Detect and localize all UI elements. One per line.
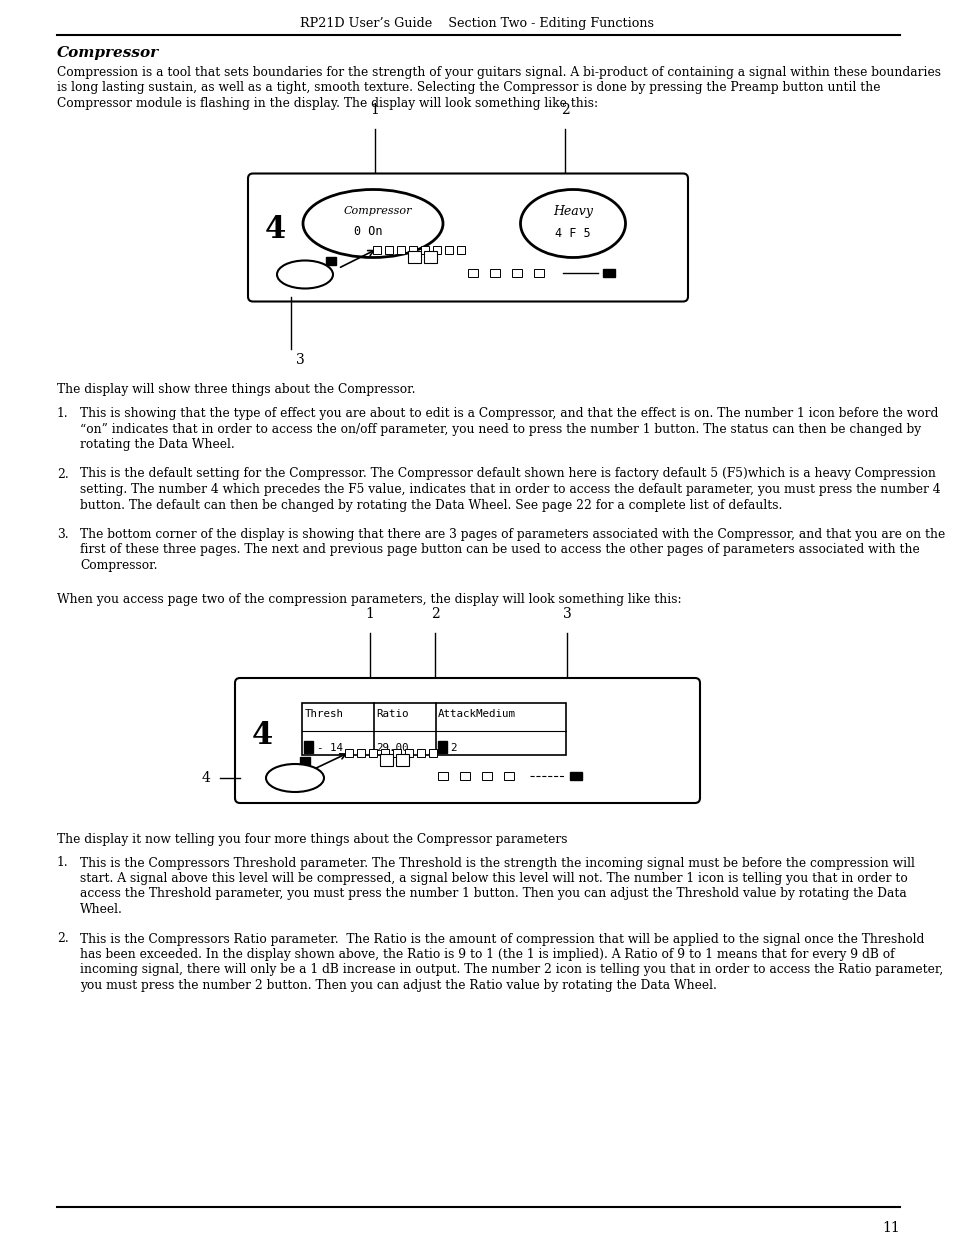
- Bar: [468, 268, 477, 277]
- Text: Compressor: Compressor: [343, 206, 412, 216]
- Text: 1: 1: [365, 606, 374, 621]
- Bar: [304, 741, 313, 753]
- Text: The bottom corner of the display is showing that there are 3 pages of parameters: The bottom corner of the display is show…: [80, 529, 944, 541]
- FancyBboxPatch shape: [234, 678, 700, 803]
- Text: access the Threshold parameter, you must press the number 1 button. Then you can: access the Threshold parameter, you must…: [80, 888, 905, 900]
- Ellipse shape: [303, 189, 442, 258]
- Bar: [326, 257, 335, 264]
- Text: you must press the number 2 button. Then you can adjust the Ratio value by rotat: you must press the number 2 button. Then…: [80, 979, 716, 992]
- Text: 0 - 14: 0 - 14: [304, 743, 343, 753]
- Text: 4: 4: [264, 214, 285, 245]
- Text: Heavy: Heavy: [553, 205, 593, 219]
- Text: 8: 8: [411, 252, 416, 262]
- Text: Compressor.: Compressor.: [80, 559, 157, 572]
- Text: The display will show three things about the Compressor.: The display will show three things about…: [57, 384, 416, 396]
- Text: 11: 11: [882, 1221, 899, 1235]
- Text: 4: 4: [251, 720, 273, 751]
- Text: 2.: 2.: [57, 468, 69, 480]
- Text: setting. The number 4 which precedes the F5 value, indicates that in order to ac: setting. The number 4 which precedes the…: [80, 483, 940, 496]
- Text: This is the default setting for the Compressor. The Compressor default shown her: This is the default setting for the Comp…: [80, 468, 935, 480]
- Text: button. The default can then be changed by rotating the Data Wheel. See page 22 : button. The default can then be changed …: [80, 499, 781, 511]
- Text: 29.00: 29.00: [375, 743, 408, 753]
- Text: Ratio: Ratio: [375, 709, 408, 719]
- Bar: [385, 246, 393, 253]
- Text: 3 2: 3 2: [437, 743, 457, 753]
- Bar: [420, 246, 429, 253]
- Ellipse shape: [520, 189, 625, 258]
- Text: rotating the Data Wheel.: rotating the Data Wheel.: [80, 438, 234, 451]
- Bar: [437, 772, 448, 781]
- Text: AttackMedium: AttackMedium: [437, 709, 516, 719]
- Bar: [429, 748, 436, 757]
- Text: Thresh: Thresh: [305, 709, 344, 719]
- Text: 4 F 5: 4 F 5: [555, 227, 590, 240]
- Text: Compression is a tool that sets boundaries for the strength of your guitars sign: Compression is a tool that sets boundari…: [57, 65, 940, 79]
- Bar: [416, 748, 424, 757]
- Text: incoming signal, there will only be a 1 dB increase in output. The number 2 icon: incoming signal, there will only be a 1 …: [80, 963, 943, 977]
- Text: 3.: 3.: [57, 529, 69, 541]
- FancyBboxPatch shape: [248, 173, 687, 301]
- Bar: [409, 246, 416, 253]
- Bar: [395, 755, 409, 766]
- Bar: [512, 268, 521, 277]
- Bar: [379, 755, 393, 766]
- Bar: [534, 268, 543, 277]
- Bar: [369, 748, 376, 757]
- Bar: [503, 772, 514, 781]
- Bar: [437, 741, 447, 753]
- Bar: [459, 772, 470, 781]
- Text: 2  3: 2 3: [285, 773, 305, 783]
- Bar: [345, 748, 353, 757]
- Text: 8: 8: [427, 252, 433, 262]
- Text: 1  3: 1 3: [294, 270, 314, 279]
- Text: 2: 2: [430, 606, 439, 621]
- Ellipse shape: [276, 261, 333, 289]
- Text: first of these three pages. The next and previous page button can be used to acc: first of these three pages. The next and…: [80, 543, 919, 557]
- Text: 4: 4: [201, 771, 210, 785]
- Bar: [456, 246, 464, 253]
- Text: 0 On: 0 On: [354, 225, 382, 238]
- Text: This is the Compressors Threshold parameter. The Threshold is the strength the i: This is the Compressors Threshold parame…: [80, 857, 914, 869]
- Text: Compressor: Compressor: [57, 46, 159, 61]
- Bar: [569, 772, 581, 781]
- Text: 1.: 1.: [57, 408, 69, 420]
- Bar: [408, 251, 420, 263]
- Text: start. A signal above this level will be compressed, a signal below this level w: start. A signal above this level will be…: [80, 872, 907, 885]
- Bar: [393, 748, 400, 757]
- Text: “on” indicates that in order to access the on/off parameter, you need to press t: “on” indicates that in order to access t…: [80, 422, 921, 436]
- Ellipse shape: [266, 764, 324, 792]
- Text: 2.: 2.: [57, 932, 69, 946]
- Text: has been exceeded. In the display shown above, the Ratio is 9 to 1 (the 1 is imp: has been exceeded. In the display shown …: [80, 948, 894, 961]
- Bar: [444, 246, 453, 253]
- Text: Wheel.: Wheel.: [80, 903, 123, 916]
- Text: 3: 3: [562, 606, 571, 621]
- Text: Compressor module is flashing in the display. The display will look something li: Compressor module is flashing in the dis…: [57, 98, 598, 110]
- Text: is long lasting sustain, as well as a tight, smooth texture. Selecting the Compr: is long lasting sustain, as well as a ti…: [57, 82, 880, 95]
- Text: 1: 1: [370, 103, 379, 116]
- Text: 2: 2: [560, 103, 569, 116]
- Bar: [405, 748, 413, 757]
- Text: This is the Compressors Ratio parameter.  The Ratio is the amount of compression: This is the Compressors Ratio parameter.…: [80, 932, 923, 946]
- Text: RP21D User’s Guide    Section Two - Editing Functions: RP21D User’s Guide Section Two - Editing…: [299, 17, 654, 30]
- Text: 8: 8: [383, 755, 389, 764]
- Text: 1.: 1.: [57, 857, 69, 869]
- Bar: [481, 772, 492, 781]
- Bar: [302, 703, 565, 755]
- Bar: [490, 268, 499, 277]
- Text: 3: 3: [438, 743, 444, 755]
- Bar: [423, 251, 436, 263]
- Text: The display it now telling you four more things about the Compressor parameters: The display it now telling you four more…: [57, 832, 567, 846]
- Bar: [396, 246, 405, 253]
- Bar: [602, 268, 615, 277]
- Bar: [299, 757, 310, 764]
- Text: 0: 0: [305, 743, 311, 755]
- Text: This is showing that the type of effect you are about to edit is a Compressor, a: This is showing that the type of effect …: [80, 408, 938, 420]
- Text: 3: 3: [295, 352, 304, 367]
- Bar: [373, 246, 380, 253]
- Bar: [380, 748, 389, 757]
- Bar: [356, 748, 365, 757]
- Text: When you access page two of the compression parameters, the display will look so: When you access page two of the compress…: [57, 593, 680, 605]
- Bar: [433, 246, 440, 253]
- Text: 8: 8: [398, 755, 404, 764]
